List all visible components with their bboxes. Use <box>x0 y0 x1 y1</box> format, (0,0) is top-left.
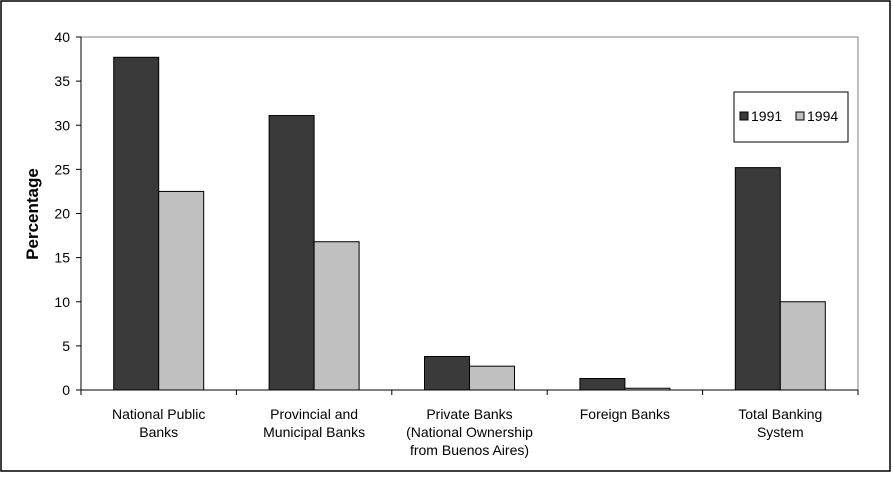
y-tick-label: 40 <box>54 29 70 45</box>
y-axis-label: Percentage <box>23 168 42 260</box>
legend-label-1994: 1994 <box>807 108 838 124</box>
y-tick-label: 15 <box>54 250 70 266</box>
y-axis: 0 5 10 15 20 25 30 35 40 <box>54 29 82 398</box>
x-axis: National Public Banks Provincial and Munici… <box>80 389 859 458</box>
bar-1991-3 <box>579 378 626 391</box>
x-tick-label: Private Banks (National Ownership from Bue… <box>406 406 533 458</box>
y-tick-label: 30 <box>54 117 70 133</box>
y-tick-label: 10 <box>54 294 70 310</box>
x-tick-label: National Public Banks <box>112 406 205 440</box>
bar-1994-3 <box>624 387 671 391</box>
bar-1991-2 <box>424 355 470 391</box>
bar-1991-4 <box>734 167 781 391</box>
y-tick-label: 25 <box>54 161 70 177</box>
bars <box>113 56 826 391</box>
bar-1994-4 <box>779 301 826 391</box>
bar-1994-1 <box>313 241 360 391</box>
y-tick-label: 0 <box>62 382 70 398</box>
bar-1994-0 <box>158 190 205 391</box>
legend-swatch-1991 <box>739 111 749 121</box>
legend-label-1991: 1991 <box>751 108 782 124</box>
bar-1994-2 <box>469 365 515 391</box>
y-tick-label: 35 <box>54 73 70 89</box>
y-tick-label: 5 <box>62 338 70 354</box>
x-tick-label: Total Banking System <box>738 406 822 440</box>
legend: 1991 1994 <box>733 91 849 143</box>
x-tick-label: Foreign Banks <box>580 406 670 422</box>
legend-box <box>733 91 849 143</box>
x-tick-label: Provincial and Municipal Banks <box>263 406 365 440</box>
legend-swatch-1994 <box>795 111 805 121</box>
bar-1991-1 <box>268 115 315 391</box>
y-tick-label: 20 <box>54 206 70 222</box>
bar-1991-0 <box>113 56 160 391</box>
